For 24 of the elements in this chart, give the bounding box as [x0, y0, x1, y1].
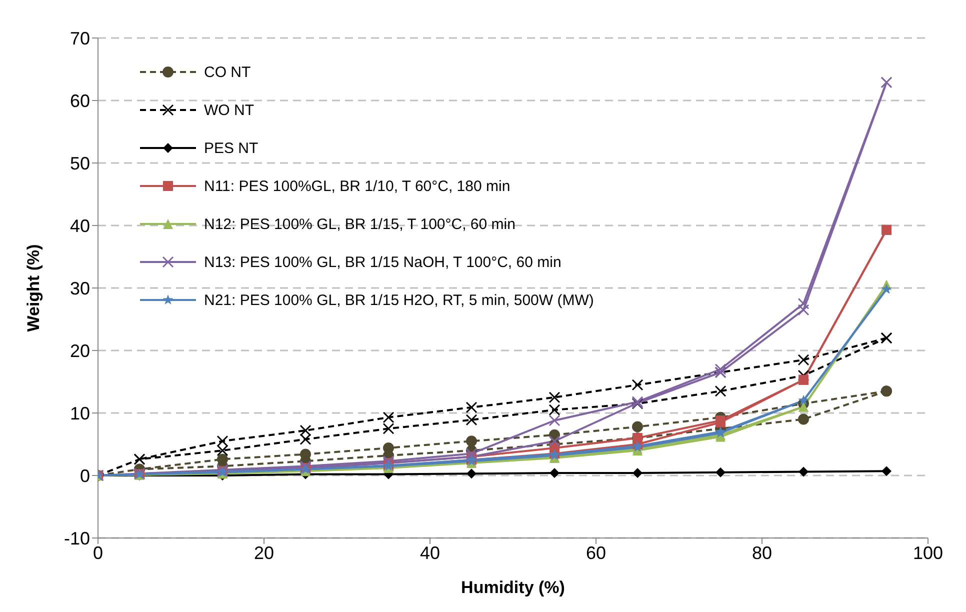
legend-label: CO NT: [204, 64, 251, 80]
legend-label: WO NT: [204, 102, 254, 118]
y-tick-label: -10: [64, 528, 90, 548]
x-tick-label: 100: [912, 542, 944, 563]
legend-label: PES NT: [204, 140, 258, 156]
legend-label: N13: PES 100% GL, BR 1/15 NaOH, T 100°C, 60 min: [204, 254, 562, 270]
y-tick-label: 40: [70, 216, 90, 236]
x-tick-label: 80: [752, 542, 772, 563]
x-tick-label: 60: [586, 542, 606, 563]
legend-label: N21: PES 100% GL, BR 1/15 H2O, RT, 5 min, 500W (MW): [204, 292, 594, 308]
x-tick-label: 40: [420, 542, 440, 563]
y-tick-label: 70: [70, 28, 90, 48]
y-tick-label: 30: [70, 278, 90, 298]
legend-label: N11: PES 100%GL, BR 1/10, T 60°C, 180 min: [204, 178, 510, 194]
x-axis-title: Humidity (%): [461, 578, 565, 597]
y-tick-label: 20: [70, 340, 90, 361]
y-axis-title: Weight (%): [24, 244, 44, 332]
x-tick-label: 20: [254, 542, 274, 563]
legend-label: N12: PES 100% GL, BR 1/15, T 100°C, 60 min: [204, 216, 516, 232]
y-tick-label: 0: [80, 466, 90, 486]
y-tick-label: 60: [70, 90, 90, 111]
y-tick-label: 10: [70, 403, 90, 424]
x-tick-label: 0: [92, 542, 104, 563]
y-tick-label: 50: [70, 153, 90, 174]
